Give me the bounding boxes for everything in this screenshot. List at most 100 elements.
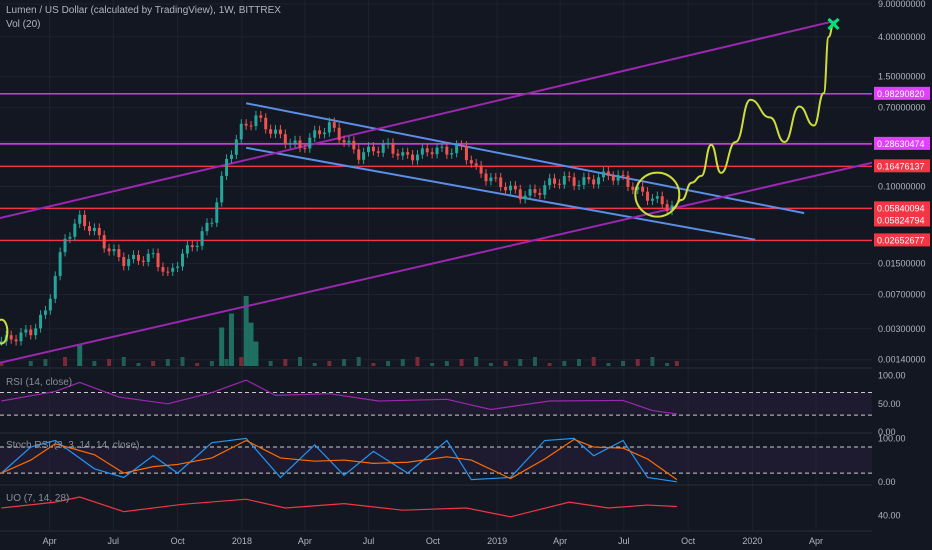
volume-bar-0 [0, 363, 4, 366]
candle-body-81 [396, 153, 400, 156]
price-label-badge-1 [874, 136, 930, 150]
candle-body-135 [660, 196, 664, 205]
candle-body-117 [572, 177, 576, 186]
candle-body-107 [523, 195, 527, 200]
candle-body-25 [122, 257, 126, 267]
channel-line-0 [245, 102, 805, 215]
volume-bar-11 [180, 357, 185, 366]
candle-body-23 [112, 249, 116, 252]
volume-bar-44 [665, 363, 670, 366]
candle-body-118 [577, 184, 581, 186]
candle-body-133 [650, 198, 654, 201]
candle-body-127 [621, 175, 625, 177]
volume-bar-27 [415, 357, 420, 366]
stoch-tick-label-1: 0.00 [878, 477, 896, 487]
candle-body-38 [185, 245, 189, 254]
rsi-label: RSI (14, close) [6, 377, 73, 388]
price-tick-label-6: 0.01500000 [878, 259, 926, 269]
candle-body-106 [518, 189, 522, 200]
volume-peak-2 [228, 313, 234, 366]
volume-bar-33 [503, 361, 508, 366]
volume-bar-22 [342, 359, 347, 366]
projection-line [671, 22, 835, 210]
volume-bar-45 [674, 361, 679, 366]
candle-body-69 [337, 127, 341, 141]
grid [0, 0, 932, 532]
candle-body-129 [631, 186, 635, 190]
volume-bar-12 [195, 363, 200, 366]
uo-label: UO (7, 14, 28) [6, 493, 70, 504]
candle-body-132 [646, 191, 650, 201]
candle-body-11 [53, 276, 57, 299]
candle-body-102 [499, 177, 503, 187]
candle-body-115 [562, 176, 566, 185]
volume-bar-15 [239, 357, 244, 366]
candle-body-18 [88, 226, 92, 232]
time-tick-label-8: Apr [553, 536, 567, 546]
volume-bar-26 [400, 359, 405, 366]
volume-bar-32 [488, 363, 493, 366]
channel-line-1 [245, 146, 756, 241]
volume-bar-2 [43, 359, 48, 366]
candle-body-50 [244, 123, 248, 126]
candle-body-62 [303, 147, 307, 149]
price-label-text-0: 0.98290820 [877, 89, 925, 99]
volume-bar-19 [297, 357, 302, 366]
uo-line [1, 496, 677, 518]
volume-peak-0 [77, 345, 83, 366]
candle-body-33 [161, 267, 165, 272]
candle-body-116 [567, 176, 571, 178]
candle-body-44 [215, 202, 219, 223]
price-label-text-1: 0.28630474 [877, 139, 925, 149]
stoch-tick-label-0: 100.00 [878, 433, 906, 443]
candle-body-49 [239, 123, 243, 140]
price-label-badge-5 [874, 233, 930, 247]
candle-body-72 [352, 140, 356, 150]
chart-title: Lumen / US Dollar (calculated by Trading… [6, 5, 281, 16]
volume-bar-1 [28, 361, 33, 366]
candle-body-71 [347, 140, 351, 143]
horizontal-levels [0, 93, 872, 242]
candle-body-12 [58, 252, 62, 277]
candle-body-15 [73, 223, 77, 237]
candle-body-73 [357, 149, 361, 160]
volume-bars [0, 296, 679, 366]
price-label-badge-0 [874, 86, 930, 100]
candle-body-42 [205, 222, 209, 232]
candle-body-34 [166, 271, 170, 273]
candle-body-47 [229, 154, 233, 159]
volume-bar-41 [621, 361, 626, 366]
candle-body-75 [367, 146, 371, 153]
volume-bar-38 [577, 359, 582, 366]
candle-body-22 [107, 248, 111, 252]
candle-body-61 [298, 140, 302, 148]
candle-body-59 [288, 143, 292, 145]
candle-body-66 [322, 132, 326, 135]
rsi-tick-label-0: 100.00 [878, 371, 906, 381]
candle-body-7 [34, 328, 38, 336]
candle-body-56 [274, 129, 278, 134]
indicator-panes [0, 379, 872, 518]
volume-bar-14 [224, 359, 229, 366]
candle-body-43 [210, 222, 214, 224]
candle-body-136 [665, 204, 669, 211]
candle-body-6 [29, 329, 33, 336]
candle-body-126 [616, 175, 620, 181]
candle-body-93 [455, 144, 459, 154]
candle-body-28 [136, 254, 140, 261]
price-tick-label-5: 0.10000000 [878, 182, 926, 192]
price-label-badge-3 [874, 201, 930, 215]
candle-body-21 [102, 235, 106, 249]
volume-bar-18 [283, 359, 288, 366]
candle-body-30 [146, 253, 150, 262]
candle-body-119 [582, 177, 586, 185]
candle-body-51 [249, 125, 253, 127]
channel-lines [0, 19, 873, 364]
candle-body-67 [327, 122, 331, 133]
candle-body-100 [489, 177, 493, 182]
candle-body-114 [557, 183, 561, 185]
candle-body-97 [474, 163, 478, 166]
candle-body-90 [440, 146, 444, 148]
candle-body-65 [318, 130, 322, 135]
